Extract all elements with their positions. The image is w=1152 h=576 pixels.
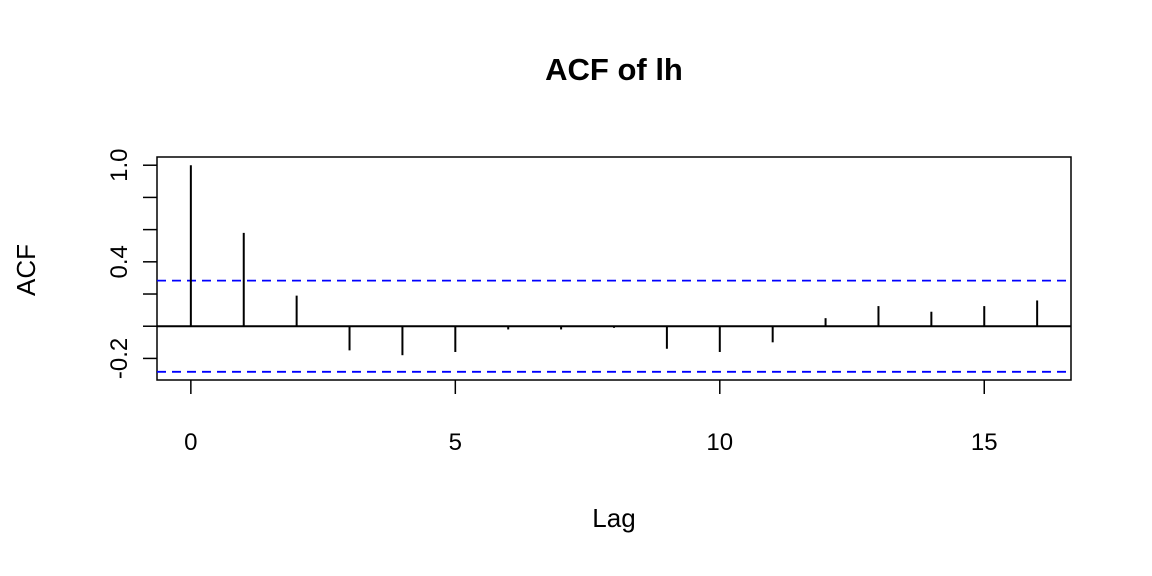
chart-title: ACF of lh [545, 52, 683, 87]
y-tick-label: 1.0 [106, 149, 133, 182]
x-tick-label: 0 [184, 429, 197, 456]
x-tick-label: 5 [449, 429, 462, 456]
y-tick-label: -0.2 [106, 338, 133, 379]
plot-frame [156, 156, 1072, 381]
x-tick-label: 10 [706, 429, 733, 456]
x-axis-label: Lag [592, 503, 635, 533]
x-tick-label: 15 [971, 429, 998, 456]
y-axis-label: ACF [11, 244, 41, 296]
y-tick-label: 0.4 [106, 245, 133, 278]
